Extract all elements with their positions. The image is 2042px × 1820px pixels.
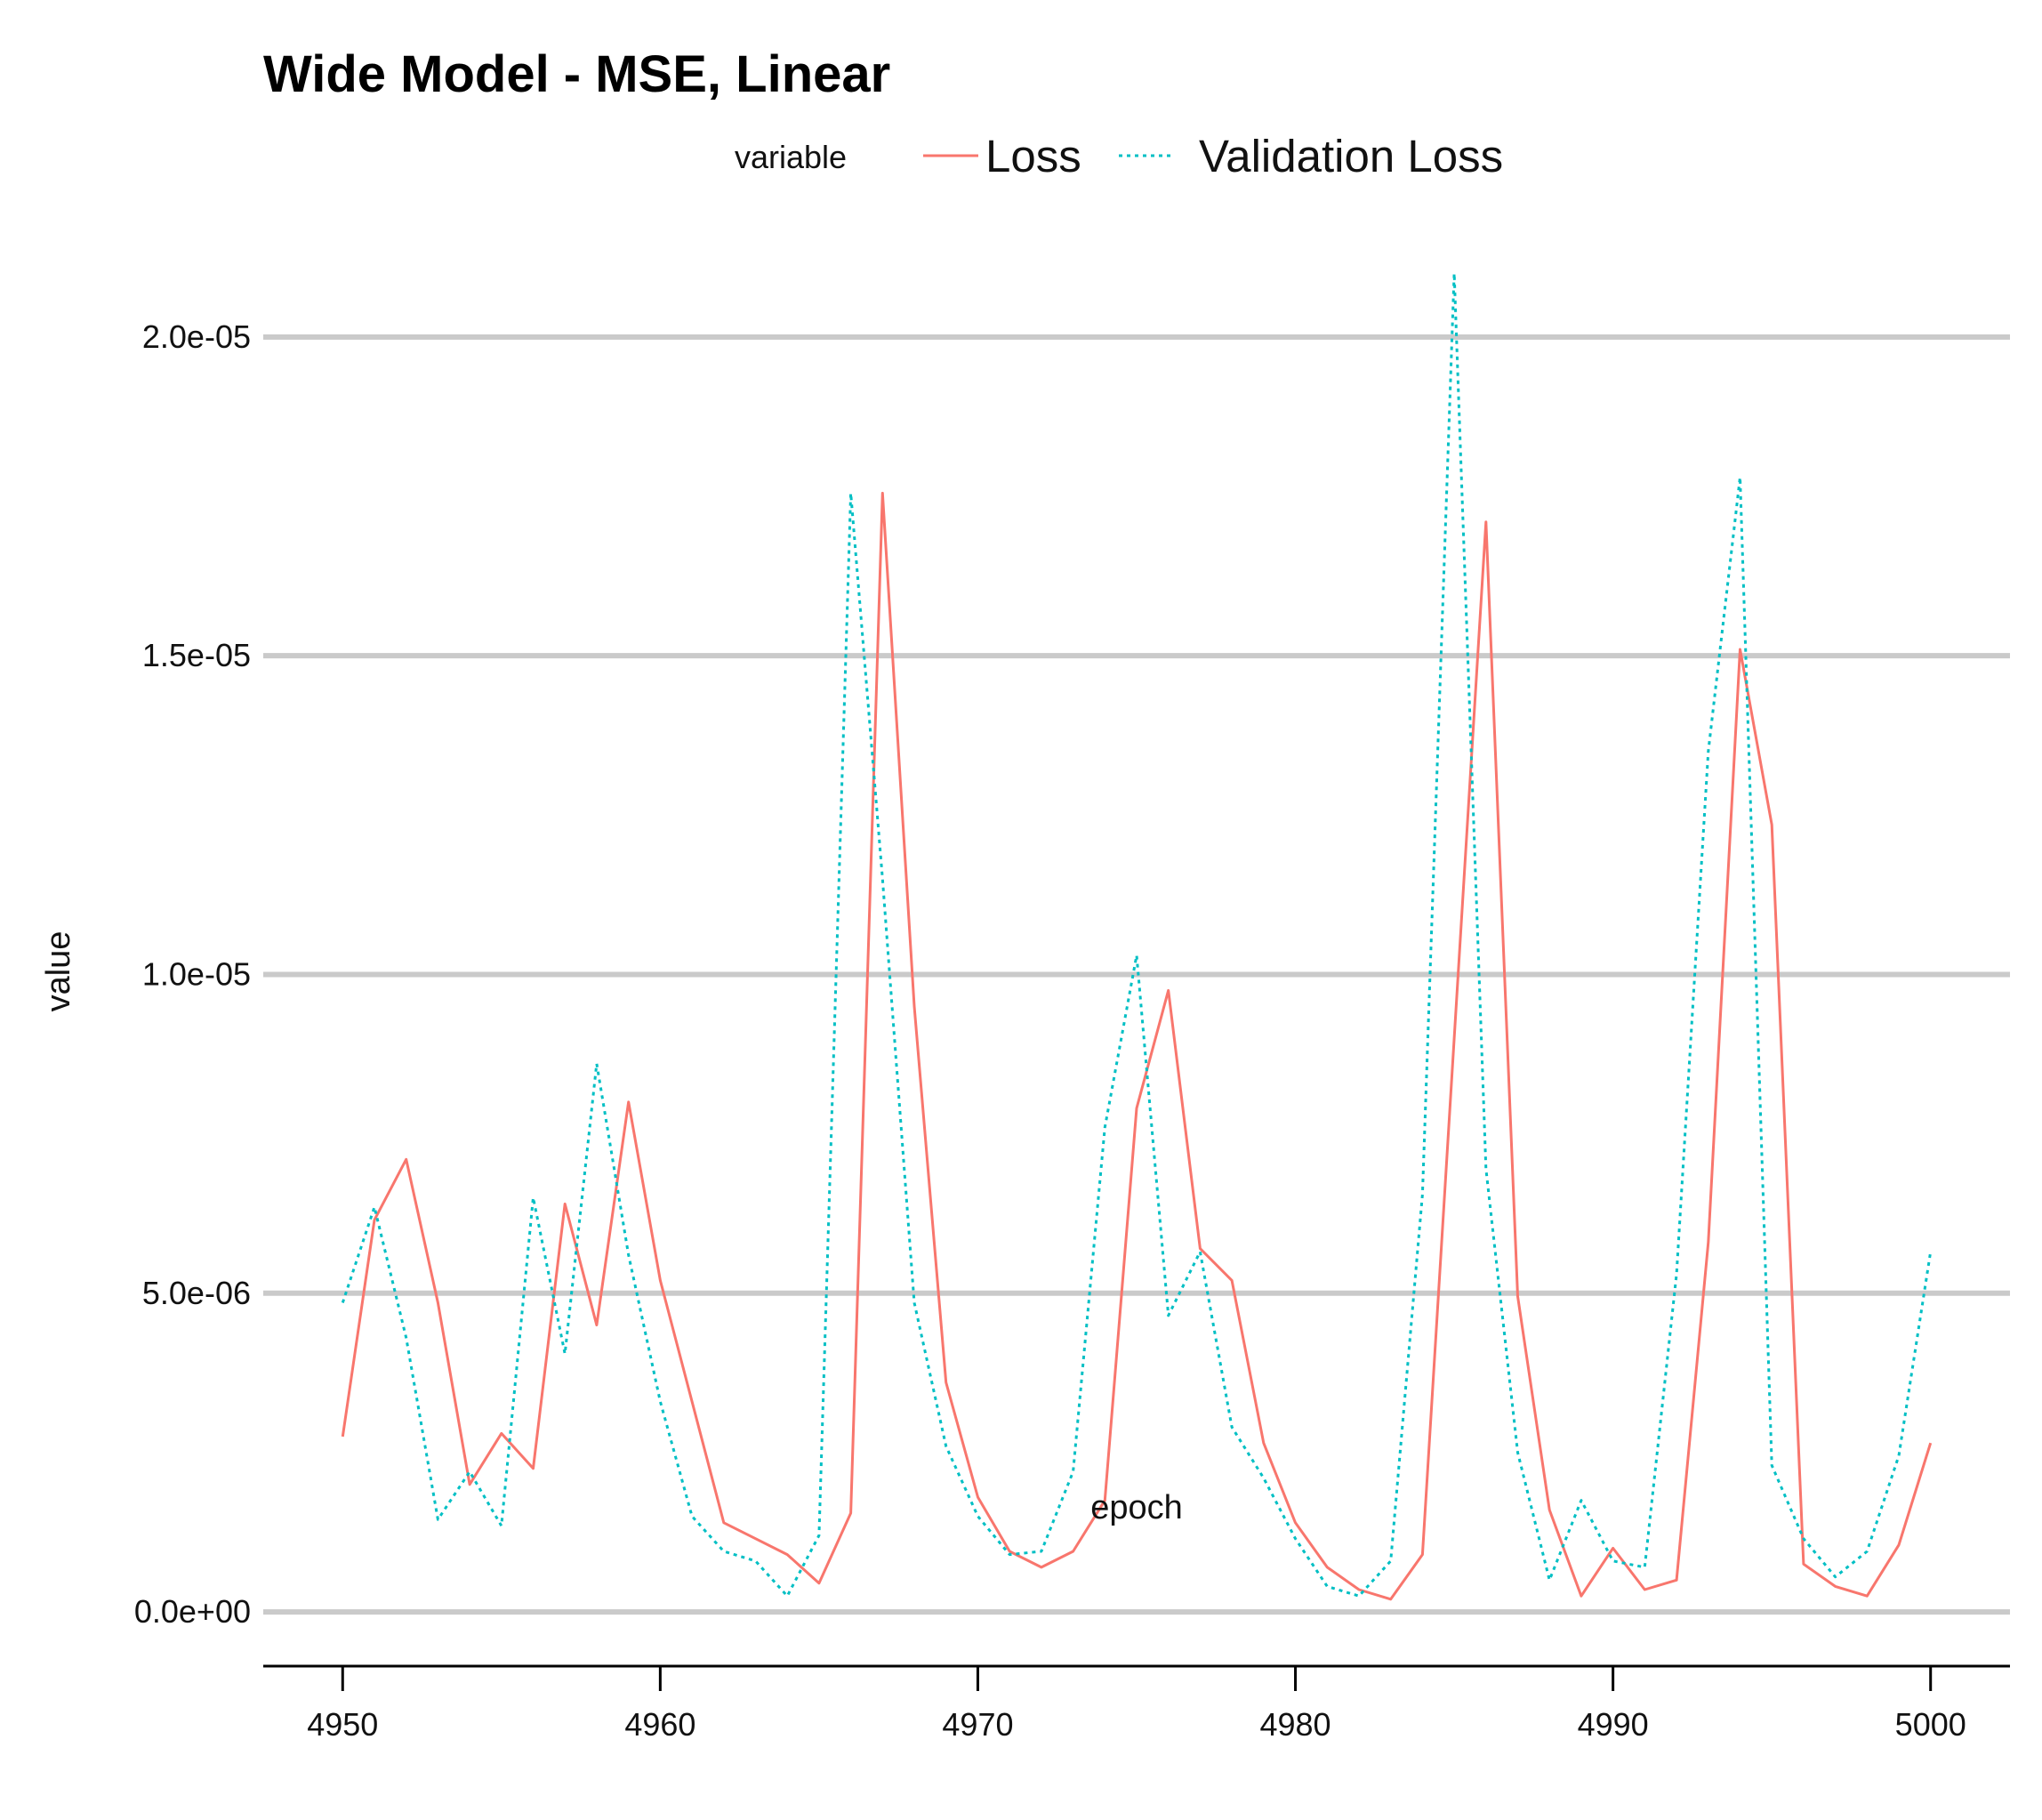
gridlines [263,334,2010,1615]
y-tick-label: 1.5e-05 [142,637,251,673]
legend-title: variable [735,139,847,175]
y-axis-tick-labels: 0.0e+00 5.0e-06 1.0e-05 1.5e-05 2.0e-05 [134,318,251,1630]
x-tick-label: 4960 [624,1706,695,1743]
x-tick-label: 5000 [1895,1706,1966,1743]
y-tick-label: 5.0e-06 [142,1275,251,1311]
legend-label-validation-loss: Validation Loss [1199,131,1503,181]
chart-title: Wide Model - MSE, Linear [263,45,890,103]
legend-label-loss: Loss [985,131,1081,181]
x-tick-label: 4990 [1578,1706,1649,1743]
y-axis-label: value [40,931,77,1012]
y-tick-label: 0.0e+00 [134,1593,251,1630]
y-tick-label: 1.0e-05 [142,955,251,992]
x-tick-label: 4970 [942,1706,1013,1743]
x-axis-label: epoch [1090,1489,1183,1526]
x-axis: 4950 4960 4970 4980 4990 5000 [263,1664,2010,1743]
x-tick-label: 4980 [1259,1706,1331,1743]
series-lines [341,271,1933,1601]
y-tick-label: 2.0e-05 [142,318,251,355]
series-line-validation-loss [341,271,1933,1598]
x-tick-label: 4950 [307,1706,378,1743]
series-line-loss [341,491,1933,1601]
legend: variable Loss Validation Loss [735,131,1503,181]
